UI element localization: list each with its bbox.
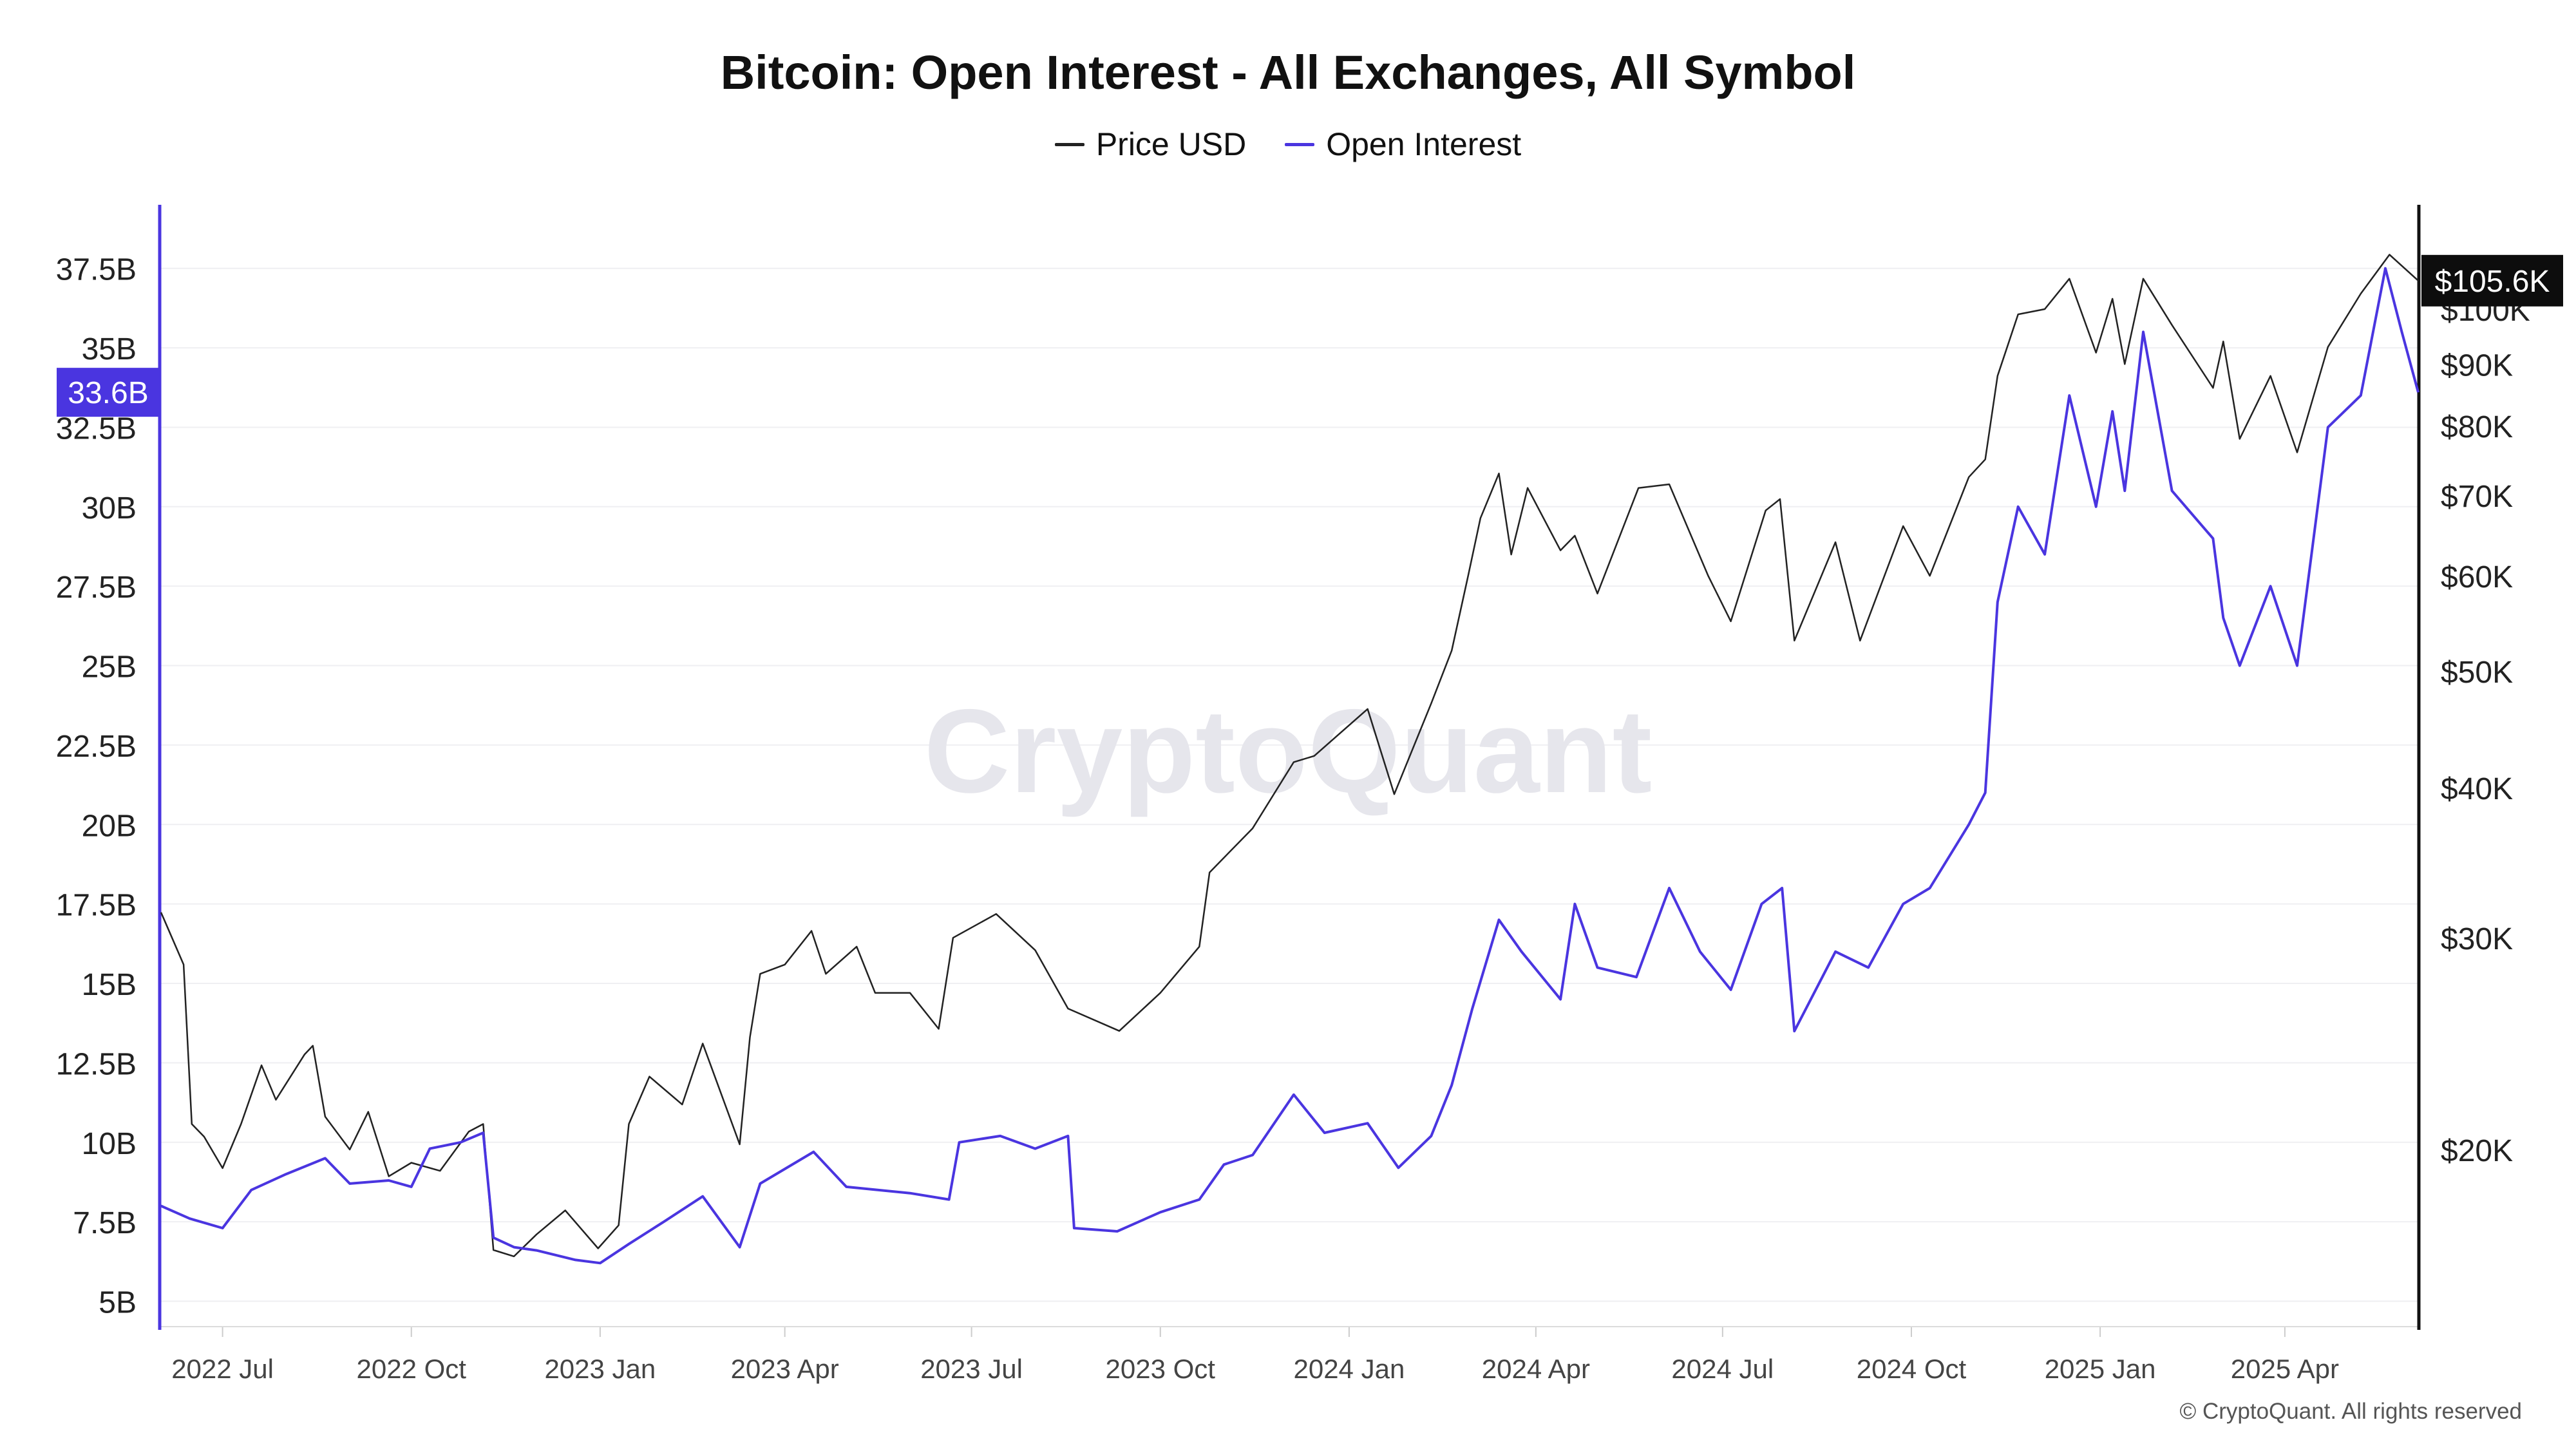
legend: Price USD Open Interest	[0, 126, 2576, 163]
left-tick-label: 12.5B	[56, 1047, 137, 1081]
current-price-badge	[2421, 254, 2563, 307]
x-tick-label: 2023 Oct	[1106, 1354, 1216, 1384]
right-tick-label: $60K	[2441, 560, 2513, 594]
legend-item-open-interest[interactable]: Open Interest	[1285, 126, 1521, 163]
left-tick-label: 35B	[82, 332, 137, 366]
right-tick-label: $50K	[2441, 656, 2513, 690]
x-tick-label: 2023 Jan	[544, 1354, 656, 1384]
left-tick-label: 10B	[82, 1127, 137, 1161]
right-tick-label: $20K	[2441, 1134, 2513, 1168]
current-oi-label: 33.6B	[68, 376, 148, 410]
current-oi-badge	[57, 368, 160, 417]
left-tick-label: 30B	[82, 491, 137, 526]
watermark: CryptoQuant	[924, 685, 1653, 818]
open-interest-line	[160, 267, 2420, 1265]
left-tick-label: 25B	[82, 650, 137, 685]
chart-title: Bitcoin: Open Interest - All Exchanges, …	[720, 46, 1856, 99]
x-tick-label: 2024 Jul	[1671, 1354, 1774, 1384]
left-tick-label: 7.5B	[73, 1206, 137, 1240]
left-tick-label: 20B	[82, 809, 137, 843]
left-tick-label: 22.5B	[56, 730, 137, 764]
x-tick-label: 2022 Oct	[357, 1354, 467, 1384]
right-tick-label: $90K	[2441, 348, 2513, 383]
left-tick-label: 27.5B	[56, 571, 137, 605]
legend-item-price[interactable]: Price USD	[1054, 126, 1247, 163]
legend-swatch-price	[1054, 142, 1084, 146]
x-tick-label: 2024 Apr	[1482, 1354, 1590, 1384]
left-tick-label: 37.5B	[56, 253, 137, 287]
left-tick-label: 32.5B	[56, 412, 137, 446]
right-tick-label: $70K	[2441, 480, 2513, 514]
x-tick-label: 2024 Oct	[1857, 1354, 1967, 1384]
current-price-label: $105.6K	[2435, 265, 2550, 299]
x-tick-label: 2023 Jul	[920, 1354, 1023, 1384]
x-tick-label: 2023 Apr	[731, 1354, 839, 1384]
right-tick-label: $40K	[2441, 772, 2513, 806]
x-tick-label: 2025 Apr	[2231, 1354, 2339, 1384]
right-tick-label: $30K	[2441, 922, 2513, 956]
x-tick-label: 2024 Jan	[1293, 1354, 1405, 1384]
left-tick-label: 5B	[99, 1286, 137, 1320]
legend-label-price: Price USD	[1095, 126, 1247, 162]
x-tick-label: 2025 Jan	[2045, 1354, 2156, 1384]
legend-label-open-interest: Open Interest	[1326, 126, 1522, 162]
copyright-footer: © CryptoQuant. All rights reserved	[2179, 1399, 2522, 1424]
legend-swatch-open-interest	[1285, 142, 1315, 146]
x-tick-label: 2022 Jul	[171, 1354, 274, 1384]
left-tick-label: 17.5B	[56, 889, 137, 923]
left-tick-label: 15B	[82, 968, 137, 1002]
right-tick-label: $80K	[2441, 410, 2513, 444]
price-usd-line	[160, 254, 2419, 1258]
